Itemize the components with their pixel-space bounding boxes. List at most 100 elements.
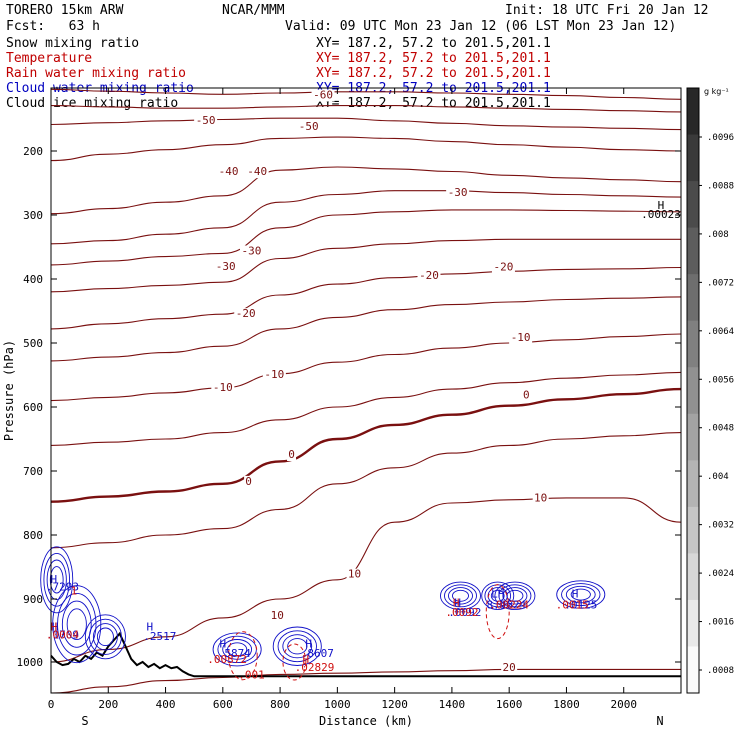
- colorbar-segment-1: [687, 134, 699, 182]
- temperature-label-bg-2: [297, 121, 321, 134]
- temperature-label-bg-9: [491, 261, 515, 274]
- xy-rain: XY= 187.2, 57.2 to 201.5,201.1: [316, 66, 551, 81]
- xy-snow: XY= 187.2, 57.2 to 201.5,201.1: [316, 36, 551, 51]
- temperature-label-bg-3: [217, 166, 241, 179]
- temperature-label-bg-20: [501, 662, 518, 675]
- y-tick-label-5: 700: [23, 465, 43, 478]
- temperature-label-bg-6: [214, 260, 238, 273]
- y-tick-label-2: 400: [23, 273, 43, 286]
- cloud-water-label-13: 8.9624: [486, 598, 526, 611]
- cloud-water-contour-6-0: [481, 581, 515, 610]
- temperature-contour-5: [50, 432, 682, 549]
- rain-label-3: .00372: [207, 653, 247, 666]
- temperature-label-16: 0: [245, 475, 252, 488]
- colorbar-segment-0: [687, 88, 699, 136]
- cloud-water-label-11: .0092: [448, 606, 481, 619]
- temperature-contour-0: [50, 387, 682, 503]
- temperature-contour--25: [50, 238, 681, 293]
- cloud-water-contour-7-1: [498, 584, 532, 608]
- y-tick-label-3: 500: [23, 337, 43, 350]
- cloud-water-contour-3-3: [227, 642, 248, 657]
- cloud-water-contour-8-3: [570, 588, 591, 601]
- colorbar-segment-4: [687, 274, 699, 322]
- rain-label-1: .0004: [46, 629, 79, 642]
- temperature-label-15: 0: [288, 448, 295, 461]
- init-time: Init: 18 UTC Fri 20 Jan 12: [505, 3, 709, 18]
- temperature-contour--5: [50, 371, 682, 446]
- rain-label-8: .0092: [445, 606, 478, 619]
- cloud-water-label-10: H: [454, 596, 461, 609]
- cloud-water-contour-0-1: [43, 552, 71, 607]
- axes: 0 200 400 600 800 1000 1200 1400 1600 1800 2000200…: [2, 87, 682, 728]
- cloud-water-label-4: H: [146, 620, 153, 633]
- contour-labels: -60 -50 -50 -40 -40 -30 -30 -30 -20 -20 -20 -10 -10 -…: [46, 89, 681, 682]
- cloud-water-contour-0-3: [49, 566, 64, 594]
- cloud-water-contour-1-1: [57, 592, 97, 656]
- rain-label-10: .0015: [556, 598, 589, 611]
- colorbar-label-6: .0048: [707, 424, 734, 434]
- cloud-water-contour-8-2: [565, 585, 596, 604]
- cloud-water-contour-7-0: [494, 581, 536, 610]
- colorbar-segment-9: [687, 506, 699, 554]
- temperature-label-bg-1: [194, 114, 218, 127]
- temperature-label-bg-14: [521, 389, 531, 402]
- colorbar-segment-5: [687, 320, 699, 368]
- temperature-contours: [50, 88, 682, 694]
- colorbar-unit: g kg⁻¹: [704, 87, 729, 96]
- colorbar-segment-8: [687, 460, 699, 508]
- cloud-water-contour-3-2: [222, 639, 253, 660]
- cloud-water-label-0: H: [51, 573, 58, 586]
- rain-contour-1: [282, 643, 307, 681]
- cloud-water-contour-2-2: [92, 623, 118, 651]
- colorbar: g kg⁻¹ .0096 .0088 .008 .0072 .0064 .0056 .0048…: [686, 87, 734, 694]
- temperature-label-14: 0: [523, 388, 530, 401]
- colorbar-label-9: .0024: [707, 569, 734, 579]
- x-axis-label: Distance (km): [319, 714, 413, 728]
- cloud-ice-value: .00023: [641, 208, 681, 221]
- cloud-water-contour-2-0: [84, 614, 126, 660]
- south-label: S: [81, 714, 88, 728]
- x-tick-label-3: 600: [213, 698, 233, 711]
- temperature-label-bg-0: [311, 89, 335, 102]
- cloud-water-contour-8-0: [556, 580, 606, 609]
- temperature-label-6: -30: [216, 260, 236, 273]
- forecast-hour: Fcst: 63 h: [6, 19, 100, 34]
- colorbar-label-2: .008: [707, 230, 729, 240]
- cloud-ice-label: H: [658, 199, 665, 212]
- center-name: NCAR/MMM: [222, 3, 285, 18]
- x-tick-label-0: 0: [48, 698, 55, 711]
- temperature-contour-10: [50, 497, 682, 663]
- rain-contour-0: [228, 631, 258, 681]
- temperature-label-7: -30: [242, 244, 262, 257]
- cloud-water-label-5: .2517: [143, 630, 176, 643]
- temperature-contour--15: [50, 296, 682, 362]
- rain-label-4: .001: [238, 669, 265, 682]
- rain-contour-2: [485, 584, 510, 640]
- temperature-contour--10: [50, 333, 682, 402]
- temperature-label-0: -60: [313, 89, 333, 102]
- temperature-label-19: 10: [271, 609, 284, 622]
- colorbar-segment-12: [687, 646, 699, 694]
- cloud-water-label-8: H: [305, 637, 312, 650]
- temperature-contour--30: [50, 209, 682, 266]
- colorbar-segment-6: [687, 367, 699, 415]
- x-tick-label-2: 400: [156, 698, 176, 711]
- temperature-label-9: -20: [494, 260, 514, 273]
- cloud-water-contour-1-3: [66, 608, 87, 641]
- colorbar-label-11: .0008: [707, 666, 734, 676]
- y-tick-label-8: 1000: [17, 656, 44, 669]
- temperature-label-11: -10: [511, 331, 531, 344]
- colorbar-segment-7: [687, 413, 699, 461]
- colorbar-label-8: .0032: [707, 521, 734, 531]
- y-tick-label-6: 800: [23, 529, 43, 542]
- x-tick-label-9: 1800: [553, 698, 580, 711]
- y-tick-label-0: 200: [23, 145, 43, 158]
- cloud-water-contour-4-1: [277, 630, 317, 663]
- colorbar-label-1: .0088: [707, 181, 734, 191]
- model-name: TORERO 15km ARW: [6, 3, 124, 18]
- colorbar-label-7: .004: [707, 472, 729, 482]
- cloud-water-label-12: LH: [491, 588, 504, 601]
- temperature-contour-20: [50, 668, 681, 694]
- rain-label-9: .00224: [489, 598, 529, 611]
- rain-label-0: H: [51, 620, 58, 633]
